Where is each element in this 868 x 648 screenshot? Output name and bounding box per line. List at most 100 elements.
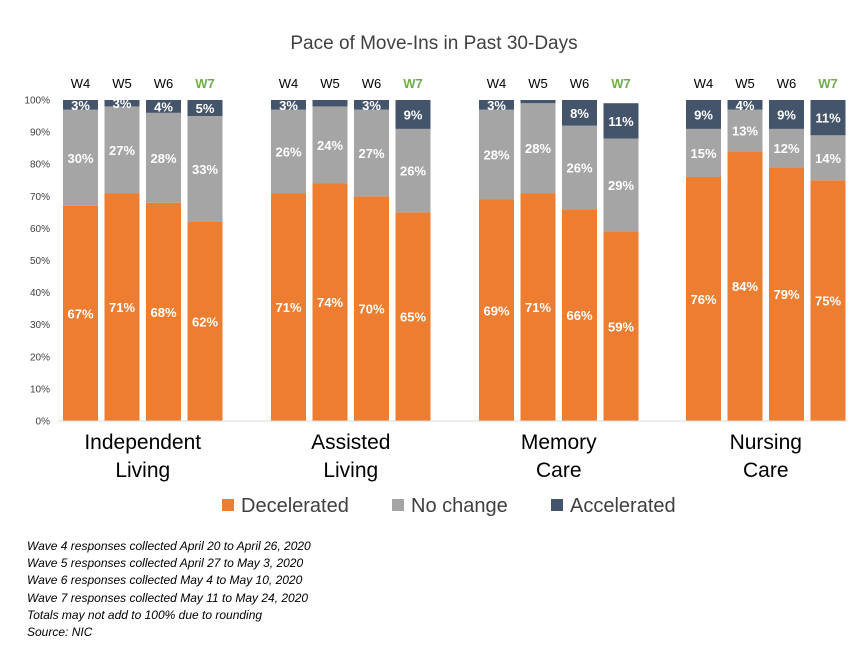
legend-swatch: [551, 499, 563, 511]
category-label: Memory: [521, 431, 597, 454]
y-tick-label: 60%: [30, 224, 50, 235]
bar-segment-no-change: [810, 135, 846, 181]
bar-segment-no-change: [562, 125, 597, 210]
category-label: Assisted: [311, 431, 390, 454]
data-label: 27%: [109, 143, 135, 158]
y-tick-label: 100%: [24, 96, 50, 107]
category-label: Nursing: [730, 431, 802, 454]
bar-segment-no-change: [187, 116, 223, 222]
data-label: 75%: [815, 294, 841, 309]
wave-label: W5: [320, 76, 340, 91]
wave-label: W7: [403, 76, 423, 91]
data-label: 9%: [694, 107, 713, 122]
legend-label: Decelerated: [241, 495, 349, 517]
data-label: 14%: [815, 151, 841, 166]
bar-segment-accelerated: [727, 100, 763, 110]
wave-label: W6: [570, 76, 590, 91]
data-label: 26%: [275, 144, 301, 159]
data-label: 74%: [317, 295, 343, 310]
data-label: 26%: [400, 164, 426, 179]
y-tick-label: 70%: [30, 192, 50, 203]
bar-segment-accelerated: [271, 100, 306, 110]
wave-label: W4: [279, 76, 299, 91]
y-tick-label: 80%: [30, 160, 50, 171]
bar-segment-accelerated: [354, 100, 389, 110]
bar-segment-accelerated: [810, 100, 846, 136]
data-label: 11%: [608, 114, 634, 129]
data-label: 28%: [483, 148, 509, 163]
wave-label: W5: [112, 76, 132, 91]
bar-segment-decelerated: [603, 231, 639, 421]
data-label: 71%: [525, 300, 551, 315]
footnote-line: Wave 5 responses collected April 27 to M…: [27, 556, 304, 571]
wave-label: W7: [818, 76, 838, 91]
legend-label: No change: [411, 495, 508, 517]
data-label: 12%: [773, 141, 799, 156]
y-tick-label: 0%: [36, 417, 51, 428]
data-label: 59%: [608, 319, 634, 334]
bar-segment-no-change: [354, 109, 389, 197]
data-label: 71%: [109, 300, 135, 315]
wave-label: W5: [735, 76, 755, 91]
category-label: Care: [536, 459, 582, 482]
data-label: 3%: [279, 98, 298, 113]
wave-label: W4: [71, 76, 91, 91]
data-label: 70%: [358, 302, 384, 317]
bar-segment-decelerated: [562, 209, 597, 421]
y-tick-label: 20%: [30, 352, 50, 363]
bar-segment-accelerated: [146, 100, 181, 113]
bar-segment-accelerated: [187, 100, 223, 117]
data-label: 3%: [362, 98, 381, 113]
data-label: 30%: [67, 151, 93, 166]
data-label: 65%: [400, 310, 426, 325]
wave-labels: W4 W5 W6 W7 W4 W5 W6 W7 W4 W5 W6 W7 W4 W5 W6 W7: [71, 76, 838, 91]
bar-segment-no-change: [520, 103, 556, 194]
bar-segment-decelerated: [271, 193, 306, 421]
data-label: 79%: [773, 287, 799, 302]
bar-segment-decelerated: [727, 151, 763, 422]
bar-segment-no-change: [769, 128, 804, 168]
data-label: 4%: [736, 98, 755, 113]
bar-segment-accelerated: [603, 103, 639, 139]
data-label: 8%: [570, 106, 589, 121]
bar-segment-decelerated: [479, 199, 514, 421]
y-tick-label: 50%: [30, 256, 50, 267]
y-tick-label: 90%: [30, 128, 50, 139]
data-label: 28%: [150, 151, 176, 166]
footnote-line: Wave 4 responses collected April 20 to A…: [27, 539, 311, 553]
bar-segment-decelerated: [769, 167, 804, 421]
bar-segment-no-change: [686, 128, 721, 178]
bar-segment-accelerated: [479, 100, 514, 110]
bar-segment-accelerated: [104, 100, 140, 107]
category-label: Living: [115, 459, 170, 482]
data-label: 71%: [275, 300, 301, 315]
data-label: 76%: [690, 292, 716, 307]
bar-segment-decelerated: [520, 193, 556, 421]
data-label: 26%: [566, 160, 592, 175]
data-label: 3%: [487, 98, 506, 113]
data-label: 66%: [566, 308, 592, 323]
bar-segment-accelerated: [562, 100, 597, 126]
bar-segment-no-change: [395, 128, 431, 213]
chart-title: Pace of Move-Ins in Past 30-Days: [290, 33, 577, 54]
y-tick-label: 40%: [30, 288, 50, 299]
bar-segment-accelerated: [520, 100, 556, 104]
bar-segment-decelerated: [187, 221, 223, 421]
data-label: 13%: [732, 123, 758, 138]
y-tick-label: 30%: [30, 320, 50, 331]
bar-segment-decelerated: [686, 177, 721, 421]
data-label: 9%: [404, 107, 423, 122]
bar-segment-decelerated: [63, 205, 98, 421]
data-label: 27%: [358, 146, 384, 161]
data-labels: 67% 30% 3% 71% 27% 3% 68% 28% 4% 62% 33% 5% 71% 26% 3%…: [67, 96, 841, 334]
wave-label: W6: [777, 76, 797, 91]
bar-segment-accelerated: [63, 100, 98, 110]
bar-segment-accelerated: [312, 100, 348, 107]
category-label: Living: [323, 459, 378, 482]
bar-segment-no-change: [104, 106, 140, 194]
wave-label: W7: [195, 76, 215, 91]
data-label: 9%: [777, 107, 796, 122]
bar-segment-no-change: [479, 109, 514, 200]
wave-label: W6: [154, 76, 174, 91]
